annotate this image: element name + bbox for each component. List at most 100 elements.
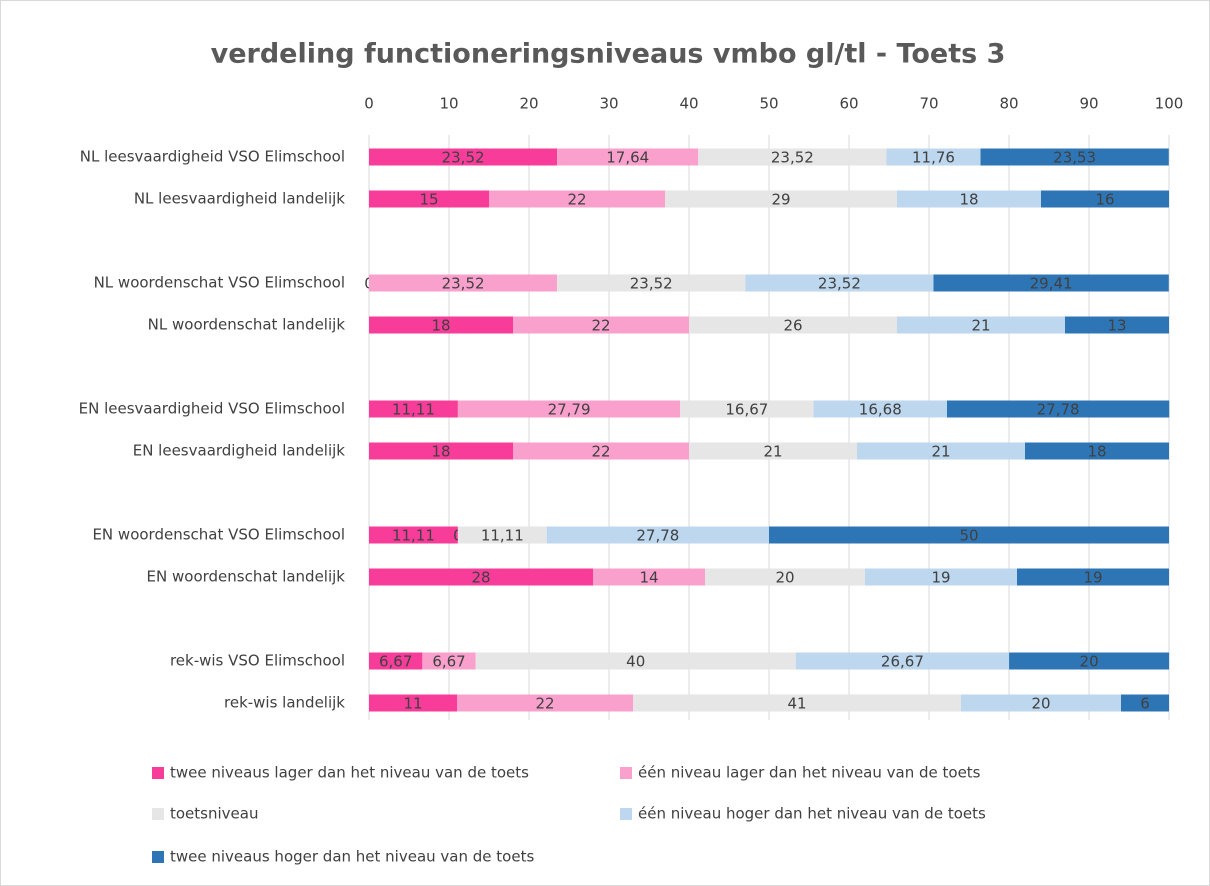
data-label: 23,52	[442, 275, 485, 293]
data-label: 11,11	[481, 527, 524, 545]
data-label: 19	[1083, 569, 1102, 587]
data-label: 11	[403, 695, 422, 713]
x-tick-label: 10	[439, 95, 458, 113]
data-label: 21	[763, 443, 782, 461]
bar-segment	[513, 442, 689, 460]
legend-swatch	[620, 767, 632, 779]
data-label: 23,53	[1053, 149, 1096, 167]
bar-segment	[422, 652, 476, 670]
x-tick-label: 40	[679, 95, 698, 113]
bar-segment	[897, 316, 1065, 334]
legend-swatch	[152, 808, 164, 820]
data-label: 26,67	[881, 653, 924, 671]
x-tick-label: 100	[1155, 95, 1184, 113]
bar-segment	[698, 148, 887, 166]
bar-segment	[513, 316, 689, 334]
bar-segment	[369, 568, 593, 586]
data-label: 41	[787, 695, 806, 713]
bar-segment	[665, 190, 897, 208]
data-label: 20	[1031, 695, 1050, 713]
data-label: 21	[971, 317, 990, 335]
data-label: 14	[639, 569, 658, 587]
y-tick-label: NL leesvaardigheid VSO Elimschool	[80, 148, 345, 166]
data-label: 22	[591, 317, 610, 335]
bar-segment	[689, 316, 897, 334]
y-tick-label: NL woordenschat landelijk	[148, 316, 346, 334]
data-label: 11,76	[912, 149, 955, 167]
data-label: 17,64	[606, 149, 649, 167]
bar-segment	[897, 190, 1041, 208]
bar-segment	[1009, 652, 1170, 670]
x-tick-label: 0	[364, 95, 374, 113]
data-label: 23,52	[771, 149, 814, 167]
data-label: 15	[419, 191, 438, 209]
y-tick-label: rek-wis landelijk	[224, 694, 345, 712]
data-label: 16,67	[725, 401, 768, 419]
bar-segment	[457, 400, 681, 418]
chart-title: verdeling functioneringsniveaus vmbo gl/…	[211, 39, 1006, 70]
bar-segment	[557, 148, 699, 166]
data-label: 23,52	[818, 275, 861, 293]
bar-segment	[475, 652, 796, 670]
x-tick-label: 60	[839, 95, 858, 113]
data-label: 22	[535, 695, 554, 713]
y-tick-label: EN leesvaardigheid landelijk	[133, 442, 346, 460]
y-tick-label: EN leesvaardigheid VSO Elimschool	[79, 400, 345, 418]
bar-segment	[593, 568, 705, 586]
bar-segment	[1121, 694, 1169, 712]
bar-segment	[369, 400, 458, 418]
bar-segment	[1017, 568, 1169, 586]
data-label: 20	[1080, 653, 1099, 671]
data-label: 29	[771, 191, 790, 209]
data-label: 27,78	[1037, 401, 1080, 419]
bar-segment	[546, 526, 769, 544]
data-label: 18	[431, 443, 450, 461]
bar-segment	[369, 148, 558, 166]
y-tick-label: NL leesvaardigheid landelijk	[134, 190, 345, 208]
data-label: 22	[567, 191, 586, 209]
x-tick-label: 20	[519, 95, 538, 113]
data-label: 23,52	[630, 275, 673, 293]
data-label: 16,68	[859, 401, 902, 419]
data-label: 29,41	[1030, 275, 1073, 293]
legend-label: één niveau lager dan het niveau van de t…	[638, 764, 981, 782]
bar-segment	[933, 274, 1169, 292]
bar-segment	[745, 274, 934, 292]
data-label: 21	[931, 443, 950, 461]
x-tick-label: 80	[999, 95, 1018, 113]
legend-label: één niveau hoger dan het niveau van de t…	[638, 805, 986, 823]
bar-segment	[689, 442, 857, 460]
legend-swatch	[152, 851, 164, 863]
bar-segment	[489, 190, 665, 208]
bar-segment	[1065, 316, 1169, 334]
legend-swatch	[152, 767, 164, 779]
bar-segment	[947, 400, 1170, 418]
data-label: 6	[1140, 695, 1150, 713]
y-tick-label: NL woordenschat VSO Elimschool	[94, 274, 345, 292]
bar-segment	[980, 148, 1169, 166]
y-tick-label: EN woordenschat VSO Elimschool	[92, 526, 345, 544]
data-label: 22	[591, 443, 610, 461]
data-label: 18	[431, 317, 450, 335]
bar-segment	[1041, 190, 1169, 208]
bar-segment	[369, 652, 423, 670]
legend-label: twee niveaus hoger dan het niveau van de…	[170, 848, 534, 866]
data-label: 23,52	[442, 149, 485, 167]
x-tick-label: 50	[759, 95, 778, 113]
data-label: 50	[959, 527, 978, 545]
bar-segment	[369, 316, 513, 334]
x-tick-label: 70	[919, 95, 938, 113]
bar-segment	[865, 568, 1017, 586]
bar-segment	[369, 274, 558, 292]
data-label: 26	[783, 317, 802, 335]
data-label: 18	[959, 191, 978, 209]
data-label: 11,11	[392, 401, 435, 419]
data-label: 11,11	[392, 527, 435, 545]
data-label: 27,79	[548, 401, 591, 419]
bar-segment	[857, 442, 1025, 460]
data-label: 6,67	[379, 653, 412, 671]
bar-segment	[457, 694, 633, 712]
x-tick-label: 90	[1079, 95, 1098, 113]
y-tick-label: rek-wis VSO Elimschool	[170, 652, 345, 670]
